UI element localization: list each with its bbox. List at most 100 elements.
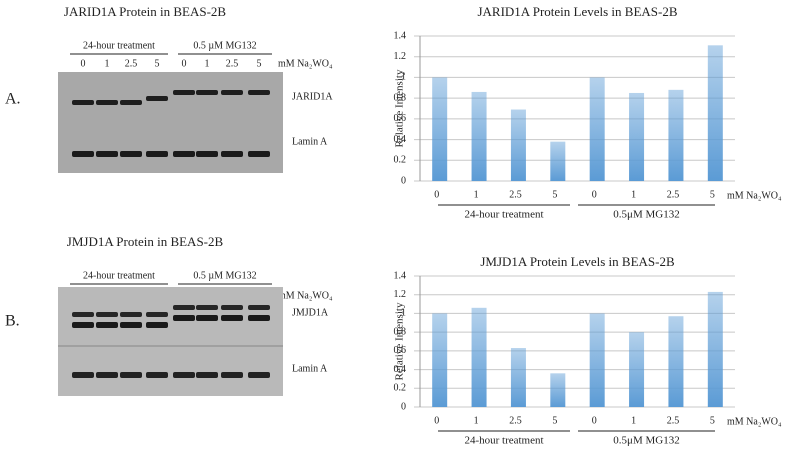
y-axis-label: Relative Intensity: [394, 302, 406, 380]
band-label: Lamin A: [292, 363, 328, 374]
band: [72, 312, 94, 317]
band: [96, 151, 118, 157]
x-axis-label: mM Na₂WO₄: [727, 190, 782, 201]
band: [221, 90, 243, 95]
y-tick-label: 1: [401, 308, 406, 319]
group-label: 24-hour treatment: [83, 270, 155, 281]
x-tick-label: 1: [474, 415, 479, 426]
y-tick-label: 0.8: [394, 92, 407, 103]
band: [248, 315, 270, 321]
lane-label: 5: [155, 58, 160, 69]
bar: [550, 141, 566, 181]
band: [120, 100, 142, 105]
band: [120, 151, 142, 157]
band: [196, 151, 218, 157]
band: [96, 322, 118, 328]
y-tick-label: 0: [401, 175, 406, 186]
bar: [432, 313, 448, 407]
band: [248, 151, 270, 157]
band: [173, 90, 195, 95]
y-tick-label: 0.2: [394, 383, 407, 394]
y-tick-label: 1.4: [394, 270, 407, 281]
y-tick-label: 0.4: [394, 364, 407, 375]
x-tick-label: 5: [552, 189, 557, 200]
bar: [471, 307, 487, 407]
band: [221, 372, 243, 378]
band: [72, 100, 94, 105]
y-tick-label: 0.4: [394, 134, 407, 145]
x-tick-label: 0: [434, 189, 439, 200]
blot-title: JMJD1A Protein in BEAS-2B: [67, 234, 224, 249]
bar: [589, 313, 605, 407]
y-tick-label: 1.2: [394, 289, 407, 300]
lane-label: 0: [182, 58, 187, 69]
band: [146, 372, 168, 378]
x-tick-label: 1: [631, 415, 636, 426]
bar: [510, 348, 526, 407]
bar: [629, 332, 645, 407]
group-label: 0.5μM MG132: [613, 435, 679, 447]
band-label: Lamin A: [292, 136, 328, 147]
x-tick-label: 0: [592, 189, 597, 200]
band: [72, 322, 94, 328]
band: [96, 312, 118, 317]
y-tick-label: 0.6: [394, 113, 407, 124]
y-tick-label: 0: [401, 401, 406, 412]
bar: [668, 89, 684, 181]
lane-label: 2.5: [226, 58, 239, 69]
group-label: 0.5 µM MG132: [193, 40, 256, 51]
band: [221, 305, 243, 310]
band: [96, 100, 118, 105]
x-tick-label: 2.5: [509, 415, 522, 426]
bar: [432, 77, 448, 181]
chart-title: JMJD1A Protein Levels in BEAS-2B: [480, 254, 675, 269]
band: [248, 90, 270, 95]
panel-label: B.: [5, 313, 20, 330]
lane-label: 1: [105, 58, 110, 69]
band: [248, 305, 270, 310]
panel-label: A.: [5, 91, 21, 108]
bar: [589, 77, 605, 181]
band: [120, 312, 142, 317]
group-label: 24-hour treatment: [464, 209, 543, 221]
bar: [707, 45, 723, 182]
y-tick-label: 1.2: [394, 51, 407, 62]
group-label: 0.5 µM MG132: [193, 270, 256, 281]
band: [196, 305, 218, 310]
x-tick-label: 0: [592, 415, 597, 426]
chart-title: JARID1A Protein Levels in BEAS-2B: [477, 4, 677, 19]
band-label: JMJD1A: [292, 307, 329, 318]
lane-label: 0: [81, 58, 86, 69]
x-tick-label: 1: [474, 189, 479, 200]
y-axis-label: Relative Intensity: [394, 69, 406, 147]
x-tick-label: 0: [434, 415, 439, 426]
bar: [629, 92, 645, 181]
x-tick-label: 2.5: [667, 415, 680, 426]
band: [146, 322, 168, 328]
blot: [58, 72, 283, 173]
bar: [550, 373, 566, 407]
band: [173, 315, 195, 321]
band: [120, 372, 142, 378]
lane-label: 5: [257, 58, 262, 69]
band: [120, 322, 142, 328]
y-tick-label: 1: [401, 72, 406, 83]
band: [146, 96, 168, 101]
blot-title: JARID1A Protein in BEAS-2B: [64, 4, 226, 19]
x-tick-label: 5: [710, 415, 715, 426]
blot: [58, 287, 283, 396]
x-tick-label: 5: [552, 415, 557, 426]
bar: [510, 109, 526, 181]
group-label: 24-hour treatment: [83, 40, 155, 51]
band: [248, 372, 270, 378]
bar: [668, 316, 684, 407]
band: [146, 312, 168, 317]
band: [221, 151, 243, 157]
band: [96, 372, 118, 378]
unit-label: mM Na₂WO₄: [278, 58, 333, 69]
lane-label: 1: [205, 58, 210, 69]
bar: [471, 91, 487, 181]
band: [221, 315, 243, 321]
x-tick-label: 2.5: [667, 189, 680, 200]
